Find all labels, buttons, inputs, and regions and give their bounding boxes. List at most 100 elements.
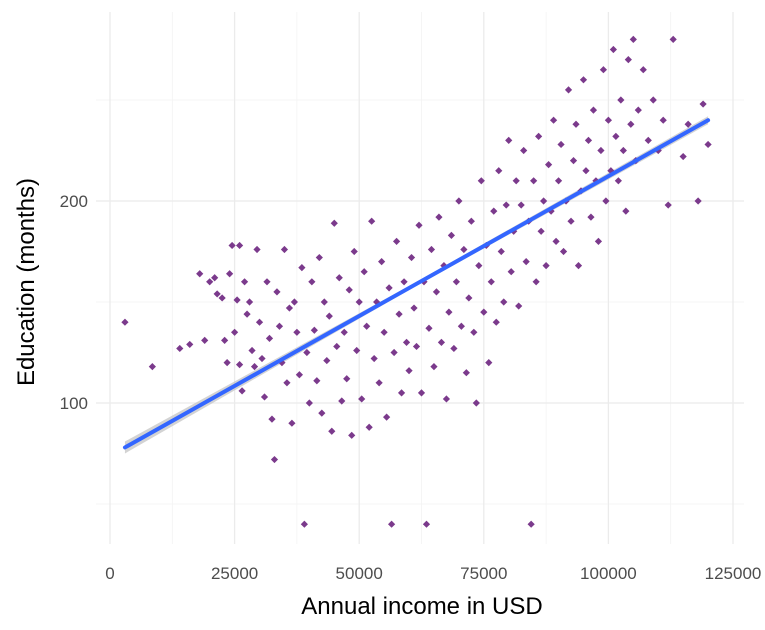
data-point <box>235 361 244 369</box>
data-point <box>235 241 244 250</box>
data-point <box>554 177 563 185</box>
data-point <box>507 268 515 276</box>
data-point <box>353 346 361 355</box>
data-point <box>470 328 478 336</box>
data-point <box>250 363 259 371</box>
data-point <box>213 290 221 298</box>
data-point <box>293 328 301 336</box>
data-point <box>614 177 622 185</box>
data-point <box>121 318 129 326</box>
data-point <box>447 231 456 239</box>
data-point <box>370 354 378 363</box>
data-point <box>552 237 560 245</box>
data-point <box>542 262 550 270</box>
data-point <box>387 520 396 528</box>
data-point <box>502 201 510 209</box>
data-point <box>522 258 530 266</box>
data-point <box>330 219 338 227</box>
data-point <box>268 415 276 423</box>
data-point <box>320 298 328 306</box>
data-point <box>627 120 635 128</box>
data-point <box>602 197 610 205</box>
data-point <box>530 177 538 185</box>
data-point <box>358 395 366 403</box>
data-point <box>490 207 498 215</box>
data-point <box>477 177 485 185</box>
data-point <box>402 338 411 346</box>
data-point <box>699 100 707 108</box>
data-point <box>392 237 401 245</box>
data-point <box>283 379 291 387</box>
data-point <box>574 262 583 270</box>
data-point <box>397 389 406 397</box>
data-point <box>684 120 692 128</box>
data-point <box>417 389 426 397</box>
data-point <box>629 35 637 43</box>
data-point <box>572 120 580 128</box>
data-point <box>253 245 261 254</box>
x-tick-label: 50000 <box>336 564 383 583</box>
data-point <box>275 322 284 330</box>
data-point <box>432 288 441 296</box>
y-axis-tick-labels: 100 200 <box>60 192 88 413</box>
data-point <box>340 328 348 336</box>
data-point <box>363 322 371 330</box>
data-point <box>231 328 239 336</box>
data-point <box>226 270 234 278</box>
data-point <box>412 342 421 351</box>
data-point <box>594 237 603 245</box>
data-point <box>310 326 318 334</box>
data-point <box>669 35 677 43</box>
data-point <box>343 375 351 383</box>
data-point <box>527 520 535 528</box>
data-point <box>465 294 473 302</box>
data-point <box>505 136 513 144</box>
data-point <box>375 379 383 387</box>
data-point <box>450 344 458 353</box>
data-point <box>557 140 565 149</box>
data-point <box>599 66 608 74</box>
data-point <box>405 367 413 375</box>
data-point <box>238 387 246 395</box>
x-axis-tick-labels: 0 25000 50000 75000 100000 125000 <box>105 564 761 583</box>
data-point <box>589 106 598 114</box>
data-point <box>390 348 398 357</box>
data-point <box>480 308 488 316</box>
data-point <box>604 116 612 124</box>
x-tick-label: 0 <box>105 564 114 583</box>
data-point <box>442 395 451 403</box>
data-point <box>248 346 256 355</box>
data-point <box>300 520 308 528</box>
x-tick-label: 75000 <box>460 564 507 583</box>
data-point <box>582 167 590 175</box>
data-point <box>385 284 393 292</box>
data-point <box>559 247 568 256</box>
data-point <box>467 217 475 225</box>
data-point <box>472 399 480 407</box>
data-point <box>445 308 453 316</box>
data-point <box>427 245 436 254</box>
data-point <box>350 247 358 256</box>
data-point <box>355 298 363 306</box>
data-point <box>549 116 558 124</box>
x-axis-title: Annual income in USD <box>301 593 542 620</box>
data-point <box>512 177 520 185</box>
data-point <box>492 318 500 326</box>
data-point <box>452 278 460 286</box>
data-point <box>345 286 353 294</box>
data-point <box>567 217 575 225</box>
data-point <box>228 241 236 250</box>
y-tick-label: 200 <box>60 192 88 211</box>
y-axis-title: Education (months) <box>13 178 40 386</box>
data-point <box>325 312 333 320</box>
data-point <box>540 197 548 205</box>
data-point <box>425 324 433 332</box>
data-point <box>245 298 254 306</box>
data-point <box>597 146 605 155</box>
data-point <box>298 264 306 272</box>
data-point <box>500 298 508 306</box>
data-point <box>295 371 303 379</box>
data-point <box>221 336 229 344</box>
data-point <box>435 213 443 221</box>
data-point <box>290 298 299 306</box>
